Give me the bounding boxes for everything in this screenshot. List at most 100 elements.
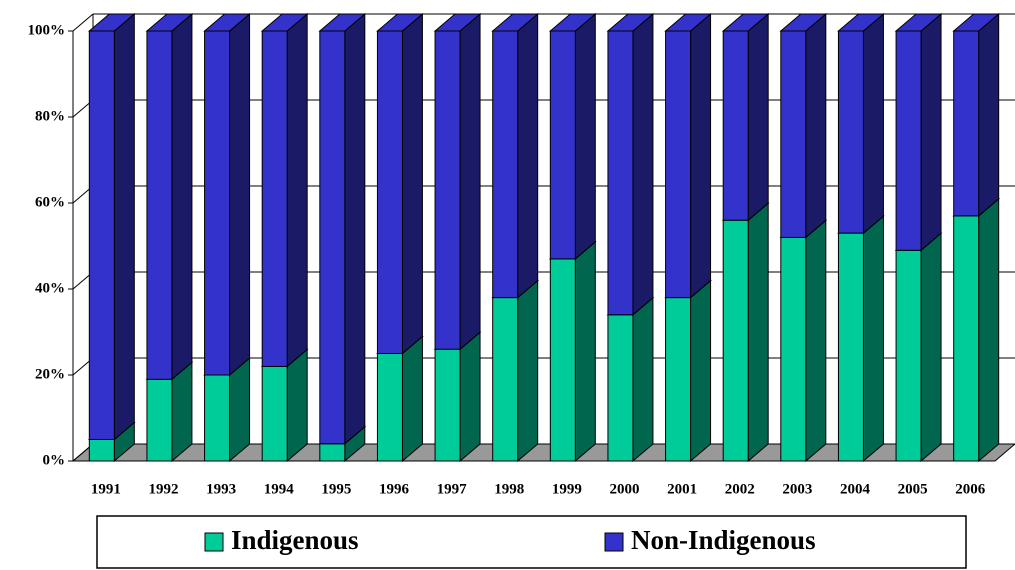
bar xyxy=(722,30,749,221)
bar-side xyxy=(229,356,251,463)
bar-segment xyxy=(203,12,251,377)
bar-side xyxy=(517,12,539,299)
bar-segment xyxy=(548,240,597,463)
legend-label: Non-Indigenous xyxy=(631,525,816,555)
bar-side xyxy=(344,12,366,445)
bar-side xyxy=(574,12,596,260)
y-tick-label: 80% xyxy=(35,108,65,124)
bar xyxy=(722,219,749,462)
y-tick-label: 20% xyxy=(35,366,65,382)
bar xyxy=(146,30,173,380)
x-tick-label: 1991 xyxy=(91,481,121,497)
legend-label: Indigenous xyxy=(231,525,359,555)
bar-side xyxy=(574,240,596,463)
bar-side xyxy=(171,12,193,381)
bar-side xyxy=(632,296,654,463)
bar xyxy=(319,30,346,445)
bar xyxy=(549,30,576,260)
bar-segment xyxy=(376,335,424,463)
bar-segment xyxy=(87,12,136,441)
y-tick-label: 60% xyxy=(35,194,65,210)
bar-side xyxy=(459,331,481,463)
bar-segment xyxy=(894,232,943,463)
y-tick-label: 40% xyxy=(35,280,65,296)
bar xyxy=(146,378,173,462)
bar-side xyxy=(805,219,827,463)
bar xyxy=(434,30,461,350)
bar-side xyxy=(286,12,308,368)
x-tick-label: 2004 xyxy=(840,481,871,497)
bar xyxy=(549,258,576,462)
grid-line xyxy=(72,13,94,32)
bar xyxy=(837,232,864,462)
bar-segment xyxy=(779,219,828,463)
bar-side xyxy=(805,12,827,239)
bar xyxy=(780,30,807,238)
bar-side xyxy=(632,12,654,316)
x-tick-label: 1993 xyxy=(206,481,236,497)
x-tick-label: 2006 xyxy=(955,481,986,497)
y-tick-label: 0% xyxy=(43,452,66,468)
bar xyxy=(88,30,115,440)
bar-segment xyxy=(606,296,655,463)
legend-swatch xyxy=(204,532,224,552)
bar-side xyxy=(459,12,481,351)
bar xyxy=(953,30,980,217)
bar xyxy=(895,249,922,462)
bar-segment xyxy=(952,197,1001,463)
x-tick-label: 2000 xyxy=(609,481,639,497)
bar-segment xyxy=(491,279,540,463)
bar xyxy=(895,30,922,251)
bar-segment xyxy=(952,12,1001,217)
x-tick-label: 1992 xyxy=(148,481,178,497)
y-tick-label: 100% xyxy=(28,22,66,38)
bar-side xyxy=(978,197,1000,463)
bar-side xyxy=(517,279,539,463)
x-tick-label: 1999 xyxy=(552,481,582,497)
bar xyxy=(319,443,346,462)
bar-side xyxy=(747,12,769,222)
bar xyxy=(607,30,634,316)
bar-side xyxy=(286,348,308,463)
x-tick-label: 1998 xyxy=(494,481,524,497)
bar-segment xyxy=(779,12,828,239)
bar-side xyxy=(401,12,423,355)
x-tick-label: 2001 xyxy=(667,481,697,497)
bar xyxy=(665,30,692,299)
bar-segment xyxy=(548,12,597,260)
x-tick-label: 2002 xyxy=(725,481,755,497)
x-tick-label: 1996 xyxy=(379,481,410,497)
bar xyxy=(607,314,634,462)
bar xyxy=(492,297,519,462)
bar xyxy=(204,30,231,376)
bar-side xyxy=(920,232,942,463)
bar xyxy=(204,374,231,462)
bar-side xyxy=(747,202,769,463)
bar-side xyxy=(690,12,712,299)
bar-segment xyxy=(376,12,424,355)
bar-segment xyxy=(318,12,367,445)
bar xyxy=(261,30,288,367)
bar xyxy=(88,439,115,462)
bar-segment xyxy=(721,202,770,463)
x-tick-label: 2005 xyxy=(898,481,928,497)
bar-side xyxy=(401,335,423,463)
bar-segment xyxy=(260,12,309,368)
bar-side xyxy=(862,12,884,235)
legend-swatch xyxy=(604,532,624,552)
bar xyxy=(780,236,807,462)
bar xyxy=(492,30,519,299)
bar xyxy=(376,30,403,354)
x-tick-label: 1997 xyxy=(437,481,468,497)
x-tick-label: 1995 xyxy=(321,481,351,497)
bar xyxy=(376,353,403,462)
bar-segment xyxy=(606,12,655,316)
bar xyxy=(665,297,692,462)
x-tick-label: 1994 xyxy=(264,481,295,497)
bar-segment xyxy=(894,12,943,252)
bar-segment xyxy=(433,331,482,463)
bar-side xyxy=(113,12,135,441)
bar-side xyxy=(920,12,942,252)
bar xyxy=(261,365,288,462)
